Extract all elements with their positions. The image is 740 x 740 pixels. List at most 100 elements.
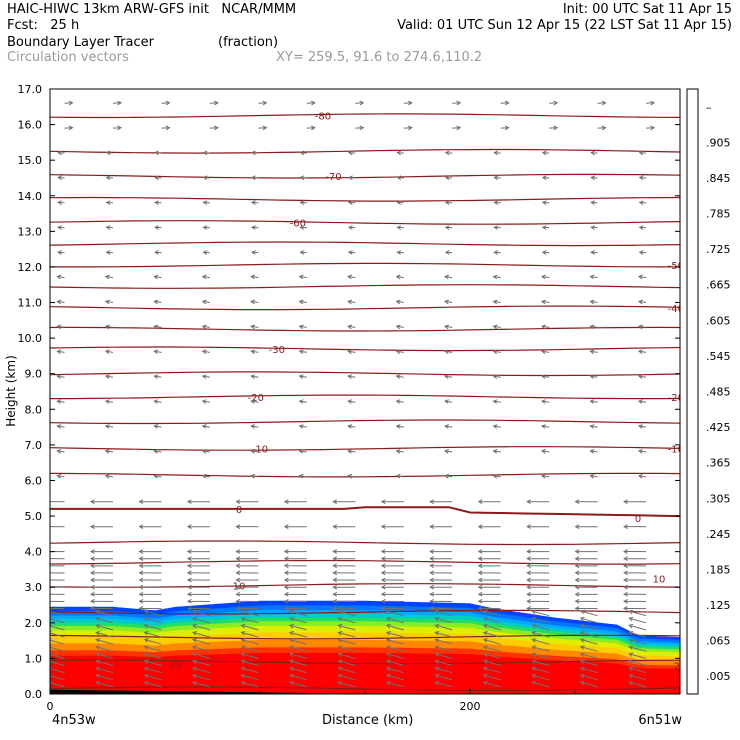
circulation-vector-23 xyxy=(56,449,65,454)
circulation-vector-207 xyxy=(283,563,307,569)
circulation-vector-75 xyxy=(112,100,123,106)
circulation-vector-392 xyxy=(526,598,550,604)
circulation-vector-187 xyxy=(250,150,259,156)
forecast-hour: Fcst: 25 h xyxy=(7,18,80,33)
circulation-vector-289 xyxy=(395,449,404,454)
circulation-vector-195 xyxy=(288,645,307,652)
circulation-vector-122 xyxy=(191,623,211,631)
contour-label-14: 20 xyxy=(170,660,183,671)
circulation-vector-382 xyxy=(531,666,550,674)
circulation-vector-281 xyxy=(380,577,404,583)
contour-label-9: -10 xyxy=(668,444,684,455)
contour-label-4: -40 xyxy=(668,304,684,315)
circulation-vector-422 xyxy=(579,652,598,659)
circulation-vector-227 xyxy=(306,100,316,106)
temperature-contour-12 xyxy=(50,371,680,377)
circulation-vector-341 xyxy=(452,100,462,106)
circulation-vector-401 xyxy=(526,499,550,505)
circulation-vector-130 xyxy=(186,570,210,576)
circulation-vector-492 xyxy=(646,125,656,131)
circulation-vector-402 xyxy=(540,473,550,479)
circulation-vector-44 xyxy=(95,638,114,645)
circulation-vector-491 xyxy=(638,150,647,156)
circulation-vector-223 xyxy=(299,200,307,206)
circulation-vector-188 xyxy=(258,125,268,131)
circulation-vector-140 xyxy=(201,374,210,379)
circulation-vector-163 xyxy=(235,606,259,611)
circulation-vector-192 xyxy=(288,666,307,674)
circulation-vector-74 xyxy=(112,125,123,131)
circulation-vector-245 xyxy=(332,563,356,569)
circulation-vector-20 xyxy=(50,526,65,528)
circulation-vector-385 xyxy=(531,645,550,652)
circulation-vector-397 xyxy=(526,563,550,569)
circulation-vector-378 xyxy=(500,125,510,131)
circulation-vector-220 xyxy=(298,274,307,280)
circulation-vector-64 xyxy=(104,374,114,379)
circulation-vector-53 xyxy=(89,577,114,583)
circulation-vector-66 xyxy=(104,324,114,330)
circulation-vector-299 xyxy=(396,200,404,206)
temperature-contour-5 xyxy=(50,559,680,565)
circulation-vector-87 xyxy=(138,606,162,611)
circulation-vector-256 xyxy=(347,324,356,330)
circulation-vector-191 xyxy=(288,673,307,681)
y-tick-label: 12.0 xyxy=(18,261,43,274)
circulation-vector-441 xyxy=(589,449,598,454)
circulation-vector-60 xyxy=(104,473,114,479)
circulation-vector-234 xyxy=(337,638,356,645)
circulation-vector-352 xyxy=(482,609,501,617)
y-tick-label: 13.0 xyxy=(18,225,43,238)
circulation-vector-417 xyxy=(549,100,559,106)
circulation-vector-200 xyxy=(288,609,307,617)
circulation-vector-443 xyxy=(589,399,598,404)
circulation-vector-99 xyxy=(153,449,162,454)
circulation-vector-327 xyxy=(443,449,453,454)
circulation-vector-330 xyxy=(443,374,453,379)
temperature-contour-9 xyxy=(50,446,680,451)
circulation-vector-147 xyxy=(202,200,210,206)
circulation-vector-244 xyxy=(332,570,356,576)
contour-label-10: 0 xyxy=(236,505,242,516)
circulation-vector-121 xyxy=(191,631,211,638)
circulation-vector-414 xyxy=(541,175,550,181)
circulation-vector-124 xyxy=(191,609,211,617)
circulation-vector-482 xyxy=(637,374,647,379)
circulation-vector-133 xyxy=(186,549,210,554)
circulation-vector-150 xyxy=(209,125,219,131)
circulation-vector-18 xyxy=(50,558,65,560)
circulation-vector-416 xyxy=(549,125,559,131)
circulation-vector-453 xyxy=(590,150,598,156)
circulation-vector-143 xyxy=(201,299,210,305)
circulation-vector-47 xyxy=(95,616,114,624)
circulation-vector-148 xyxy=(202,175,210,181)
circulation-vector-324 xyxy=(429,524,453,529)
temperature-contour-0 xyxy=(50,686,680,691)
circulation-vector-126 xyxy=(186,598,210,604)
circulation-vector-91 xyxy=(138,577,162,583)
circulation-vector-81 xyxy=(143,645,162,652)
circulation-vector-321 xyxy=(429,563,453,569)
x-axis-label: Distance (km) xyxy=(322,713,414,728)
circulation-vector-90 xyxy=(138,584,162,590)
circulation-vector-468 xyxy=(623,598,647,604)
circulation-vector-470 xyxy=(623,584,647,590)
circulation-vector-178 xyxy=(250,374,259,379)
colorbar-label: .005 xyxy=(706,670,731,683)
circulation-vector-472 xyxy=(623,570,647,576)
circulation-vector-93 xyxy=(138,563,162,569)
circulation-vector-232 xyxy=(337,652,356,659)
circulation-vector-314 xyxy=(434,609,453,617)
circulation-vector-467 xyxy=(623,606,647,611)
circulation-vector-447 xyxy=(589,299,598,305)
temperature-contour-20 xyxy=(50,196,680,202)
circulation-vector-406 xyxy=(540,374,550,379)
circulation-vector-282 xyxy=(380,570,404,576)
circulation-vector-152 xyxy=(240,680,259,688)
circulation-vector-334 xyxy=(443,274,453,280)
circulation-vector-269 xyxy=(385,659,404,666)
circulation-vector-404 xyxy=(540,424,550,429)
circulation-vector-175 xyxy=(250,449,259,454)
circulation-vector-154 xyxy=(240,666,259,674)
circulation-vector-456 xyxy=(628,680,647,688)
